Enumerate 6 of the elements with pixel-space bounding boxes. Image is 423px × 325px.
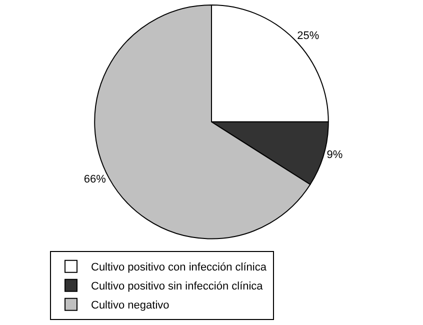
data-label: 25% (297, 30, 320, 42)
legend-label: Cultivo positivo sin infección clínica (91, 280, 264, 293)
data-label: 66% (84, 174, 106, 186)
legend-label: Cultivo positivo con infección clínica (91, 262, 268, 274)
data-label: 9% (326, 148, 343, 161)
legend-label: Cultivo negativo (91, 300, 170, 312)
